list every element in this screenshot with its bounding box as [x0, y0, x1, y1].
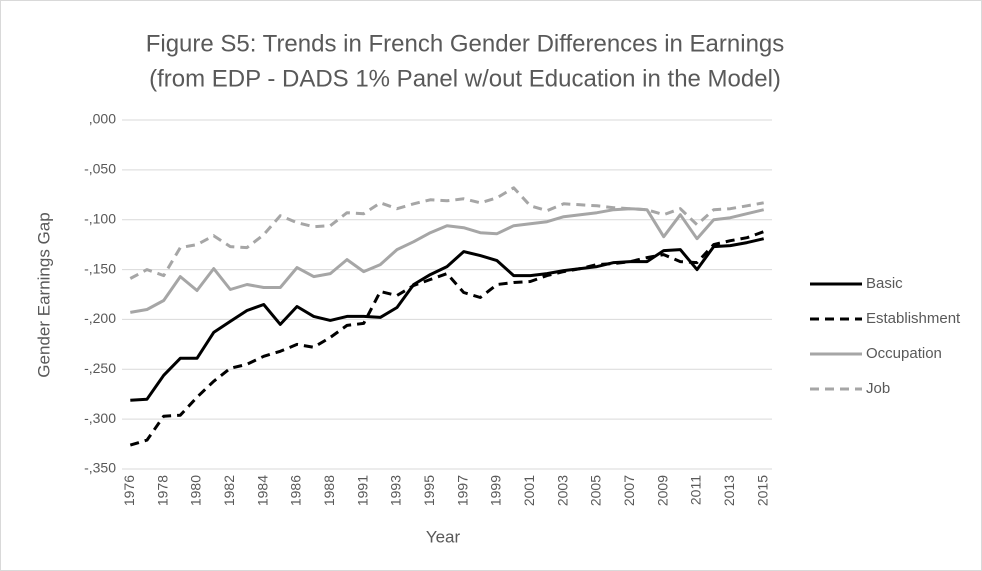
- x-tick-label: 1993: [388, 475, 404, 506]
- y-tick-label: ,000: [89, 111, 116, 127]
- x-tick-label: 1988: [321, 475, 337, 506]
- y-axis-label: Gender Earnings Gap: [34, 212, 53, 377]
- y-tick-label: -,250: [84, 360, 116, 376]
- x-tick-label: 2007: [621, 475, 637, 506]
- x-tick-label: 1982: [221, 475, 237, 506]
- x-tick-label: 1984: [254, 475, 270, 506]
- data-line: [129, 230, 765, 447]
- chart-title: Figure S5: Trends in French Gender Diffe…: [146, 30, 785, 57]
- legend-label: Job: [866, 380, 890, 397]
- data-line: [130, 237, 765, 402]
- x-tick-label: 2013: [721, 475, 737, 506]
- y-tick-label: -,200: [84, 310, 116, 326]
- x-tick-label: 2011: [688, 475, 704, 505]
- x-tick-label: 1978: [154, 475, 170, 506]
- x-tick-label: 1995: [421, 475, 437, 506]
- data-line: [130, 207, 765, 314]
- y-tick-label: -,050: [84, 161, 116, 177]
- data-line: [129, 186, 764, 280]
- chart-subtitle: (from EDP - DADS 1% Panel w/out Educatio…: [149, 65, 781, 92]
- x-tick-label: 2005: [588, 475, 604, 506]
- y-tick-label: -,300: [84, 410, 116, 426]
- x-tick-label: 2015: [754, 475, 770, 506]
- y-tick-label: -,100: [84, 210, 116, 226]
- x-tick-label: 1997: [454, 475, 470, 506]
- x-tick-label: 1976: [121, 475, 137, 506]
- x-tick-label: 1980: [188, 475, 204, 506]
- x-tick-label: 2009: [654, 475, 670, 506]
- x-tick-label: 2001: [521, 475, 537, 506]
- y-tick-label: -,350: [84, 460, 116, 476]
- x-axis-label: Year: [426, 527, 461, 546]
- x-tick-label: 1999: [488, 475, 504, 506]
- x-tick-label: 1986: [288, 475, 304, 506]
- x-tick-label: 2003: [554, 475, 570, 506]
- y-tick-label: -,150: [84, 260, 116, 276]
- x-tick-label: 1991: [354, 475, 370, 506]
- legend-label: Establishment: [866, 310, 961, 327]
- legend-label: Occupation: [866, 345, 942, 362]
- legend-label: Basic: [866, 275, 903, 292]
